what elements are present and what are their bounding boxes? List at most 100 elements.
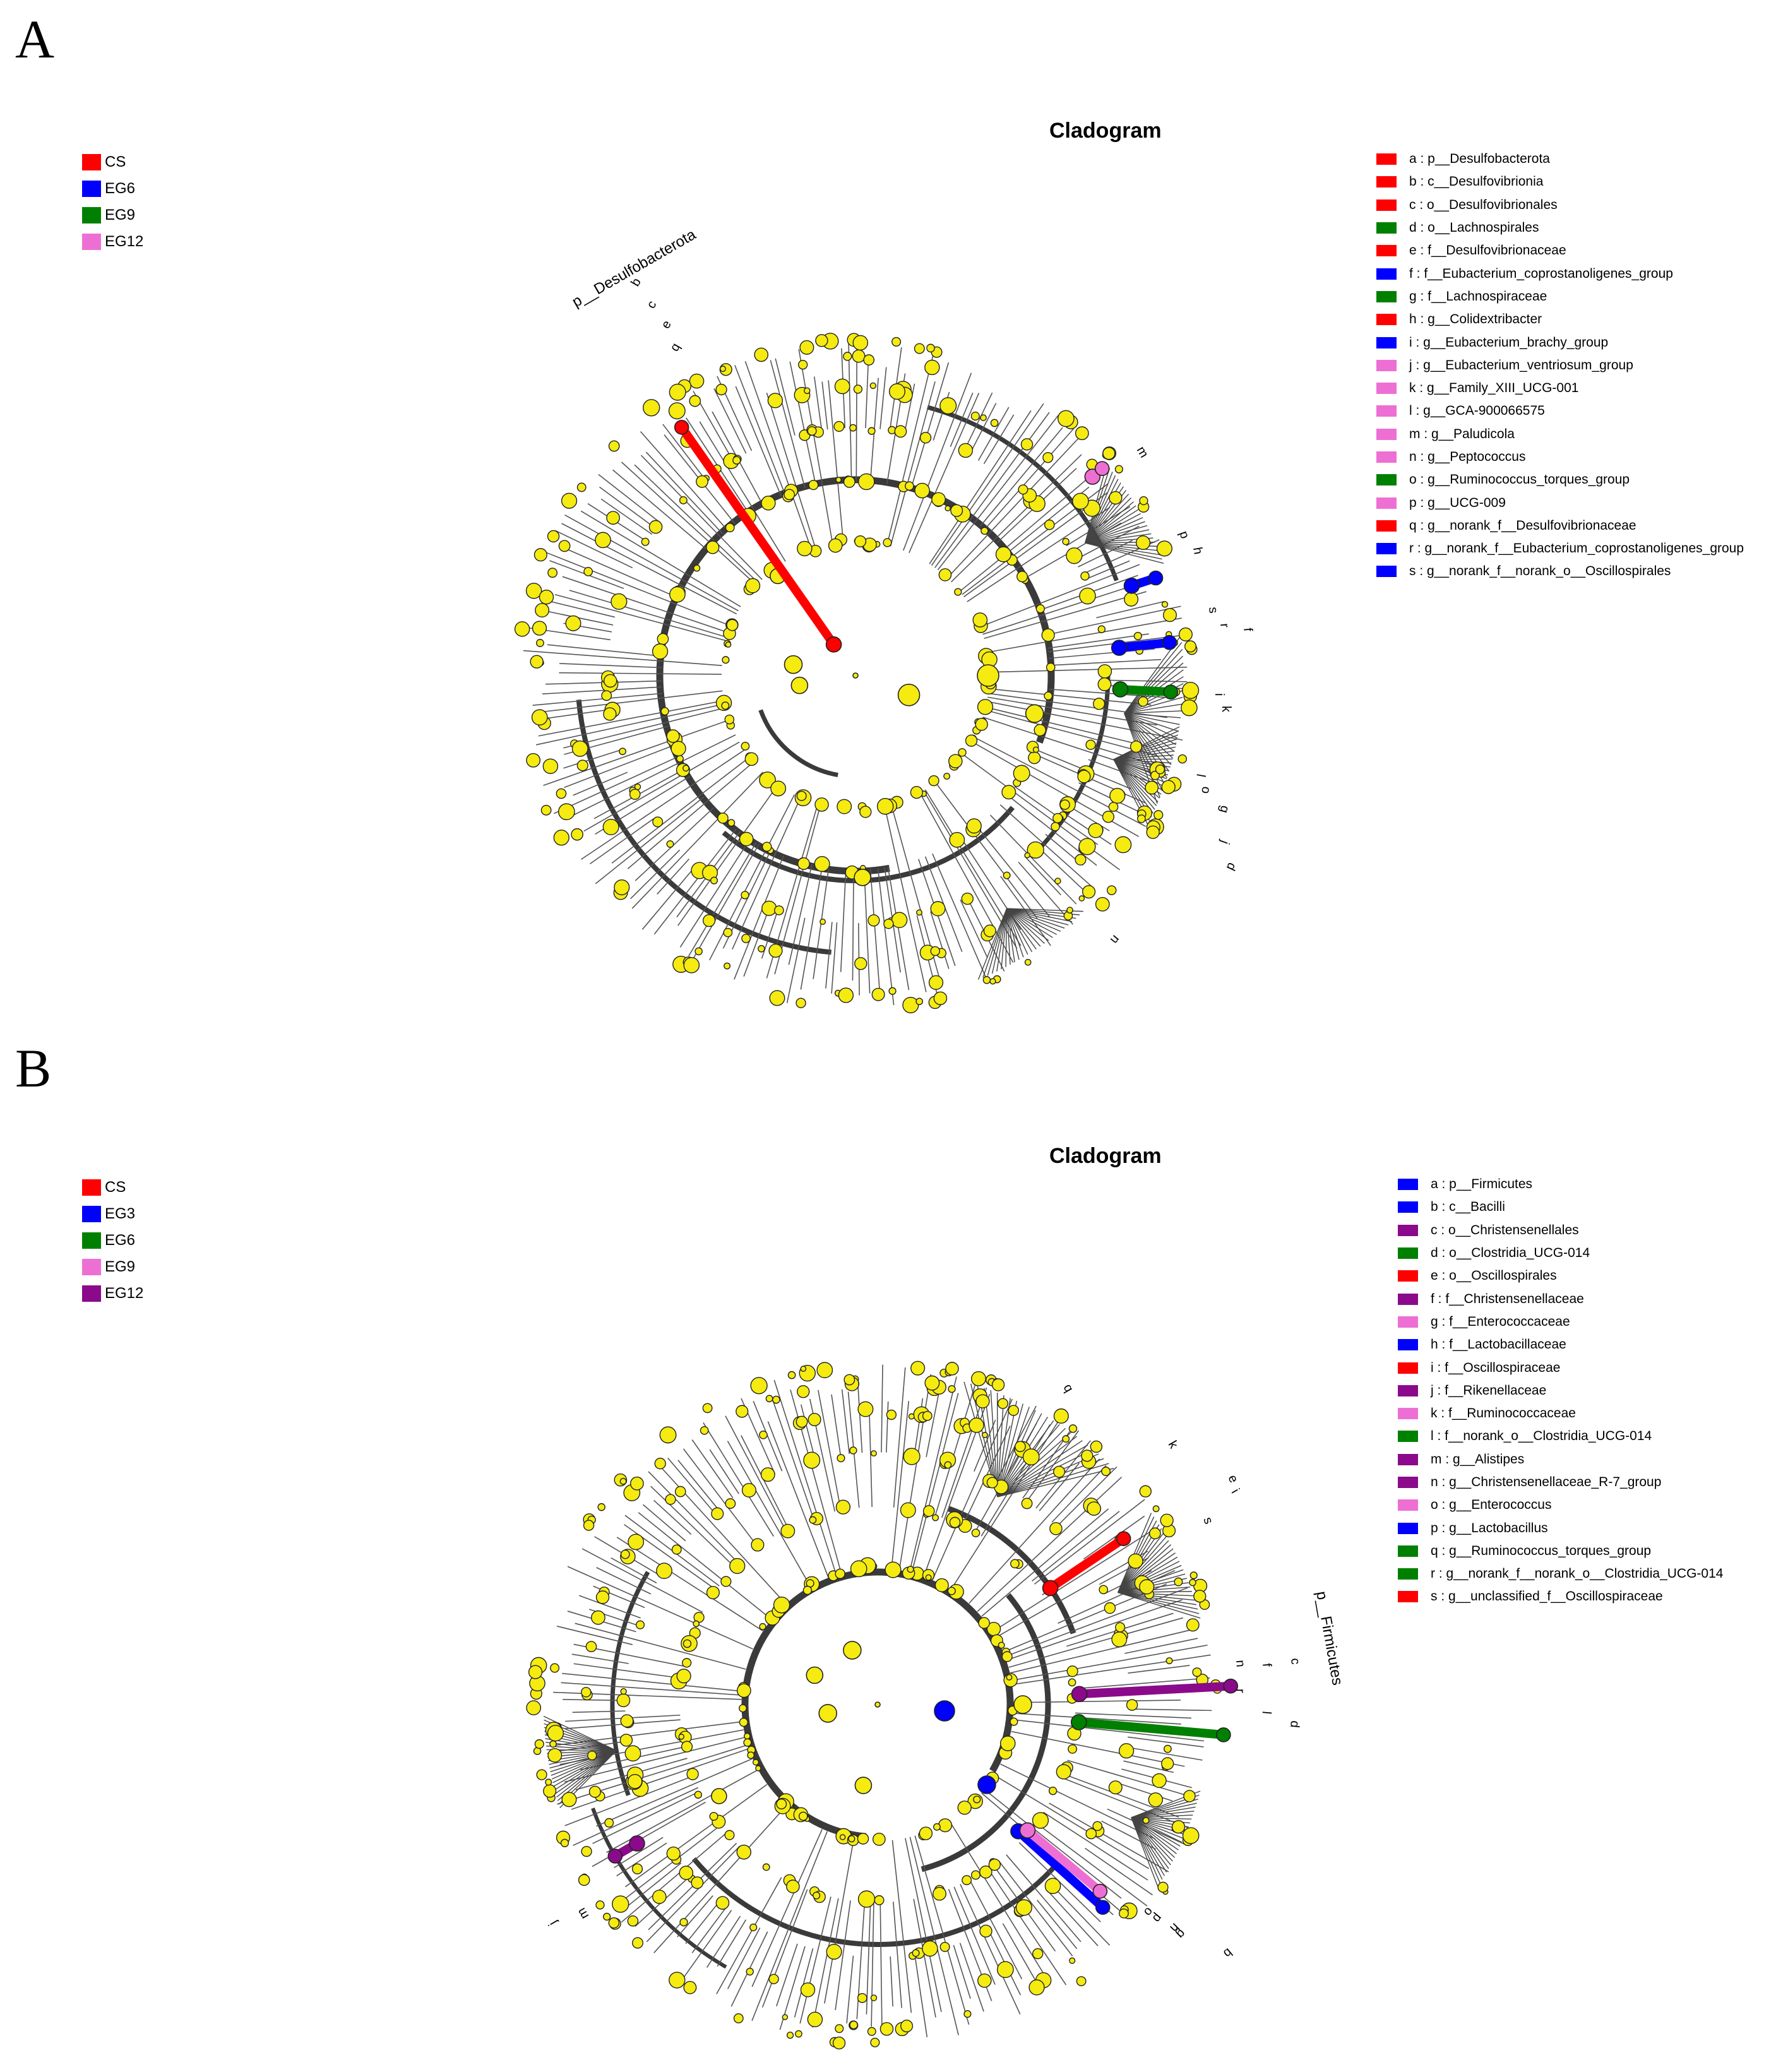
- taxon-node: [1088, 823, 1104, 838]
- backbone-arc: [610, 1571, 650, 1796]
- taxon-node: [835, 2024, 844, 2033]
- branch-line: [913, 1898, 936, 2018]
- branch-line: [909, 1376, 957, 1573]
- branch-line: [691, 1906, 727, 1953]
- taxon-node: [802, 1585, 813, 1595]
- branch-line: [596, 1567, 652, 1595]
- taxon-node: [576, 759, 588, 771]
- taxon-node: [1139, 1579, 1155, 1595]
- taxon-node: [691, 1876, 704, 1889]
- taxon-node: [715, 383, 727, 396]
- taxon-node: [743, 1738, 752, 1747]
- fan-branch: [1124, 713, 1178, 739]
- taxon-node: [925, 1574, 932, 1581]
- taxon-node: [744, 1732, 751, 1740]
- branch-line: [635, 807, 714, 881]
- branch-line: [963, 492, 1108, 598]
- taxon-node: [717, 813, 729, 824]
- taxon-node: [608, 1917, 620, 1929]
- taxon-node: [741, 1482, 756, 1498]
- taxon-node: [859, 806, 872, 818]
- taxa-label: j : g__Eubacterium_ventriosum_group: [1409, 357, 1633, 372]
- taxon-node: [867, 2027, 876, 2036]
- taxon-node: [843, 1374, 855, 1386]
- branch-line: [542, 686, 662, 695]
- taxon-node: [744, 752, 759, 766]
- taxon-node: [966, 818, 982, 834]
- branch-line: [709, 1449, 740, 1494]
- taxa-legend-item: h : f__Lactobacillaceae: [1398, 1333, 1723, 1356]
- taxon-node: [1046, 662, 1056, 672]
- taxon-node: [1153, 810, 1164, 820]
- branch-line: [725, 1415, 786, 1530]
- branch-line: [863, 869, 871, 994]
- branch-line: [583, 741, 740, 832]
- branch-line: [1032, 1511, 1120, 1582]
- branch-line: [717, 1919, 747, 1967]
- fan-branch: [1113, 759, 1157, 806]
- branch-line: [813, 376, 823, 431]
- taxon-node: [547, 530, 560, 543]
- taxon-node: [539, 590, 554, 605]
- taxa-legend-item: g : f__Enterococcaceae: [1398, 1311, 1723, 1333]
- taxon-node: [689, 395, 701, 407]
- branch-line: [968, 403, 997, 456]
- taxon-node: [741, 741, 750, 751]
- taxa-swatch: [1398, 1499, 1418, 1511]
- branch-line: [548, 610, 614, 626]
- branch-line: [914, 1954, 928, 2037]
- taxon-node: [659, 1426, 677, 1444]
- taxon-node: [526, 1700, 542, 1715]
- taxa-label: k : f__Ruminococcaceae: [1431, 1406, 1576, 1421]
- group-label: EG6: [105, 1232, 136, 1249]
- taxa-label: s : g__unclassified_f__Oscillospiraceae: [1431, 1589, 1663, 1604]
- taxon-node: [631, 1863, 643, 1874]
- taxon-node: [996, 1961, 1014, 1979]
- taxon-node: [1051, 821, 1060, 831]
- highlight-node: [1112, 681, 1129, 698]
- fan-branch: [1131, 1817, 1173, 1862]
- branch-line: [600, 498, 653, 535]
- taxon-node: [612, 1895, 629, 1913]
- highlight-node: [825, 636, 842, 653]
- branch-line: [800, 866, 823, 990]
- fan-branch: [997, 1395, 1004, 1497]
- taxon-node: [1042, 452, 1054, 463]
- branch-line: [789, 361, 816, 486]
- taxon-node: [1119, 1908, 1129, 1919]
- branch-line: [886, 1401, 889, 1453]
- taxon-node: [553, 830, 569, 846]
- taxon-node: [729, 1557, 746, 1575]
- taxon-node: [828, 538, 843, 553]
- taxon-node: [1068, 1424, 1078, 1433]
- taxon-node: [1013, 1695, 1032, 1714]
- highlight-branch: [1046, 1534, 1128, 1593]
- taxon-node: [741, 891, 749, 900]
- taxon-node: [534, 1739, 544, 1749]
- taxon-node: [1108, 802, 1119, 812]
- root-node: [852, 672, 859, 679]
- taxon-node: [616, 1693, 631, 1708]
- taxon-node: [857, 1890, 876, 1908]
- taxa-label: a : p__Firmicutes: [1431, 1177, 1533, 1192]
- branch-line: [891, 1401, 910, 1569]
- fan-branch: [1085, 542, 1159, 551]
- taxon-node: [682, 1658, 692, 1668]
- taxon-node: [1066, 1665, 1078, 1677]
- taxon-node: [709, 1812, 718, 1821]
- branch-line: [981, 1508, 1109, 1617]
- taxa-swatch: [1398, 1270, 1418, 1282]
- taxon-node: [1082, 884, 1096, 899]
- taxa-swatch: [1376, 268, 1397, 280]
- taxon-node: [949, 831, 965, 848]
- taxon-node: [1044, 519, 1055, 530]
- taxon-node: [710, 876, 718, 884]
- taxon-node: [736, 1405, 749, 1418]
- taxon-node: [776, 1798, 787, 1809]
- fan-branch: [1113, 730, 1179, 760]
- fan-branch: [1006, 908, 1057, 935]
- taxon-node: [1075, 854, 1087, 866]
- taxa-swatch: [1376, 405, 1397, 417]
- branch-line: [865, 362, 869, 429]
- fan-branch: [1001, 908, 1008, 970]
